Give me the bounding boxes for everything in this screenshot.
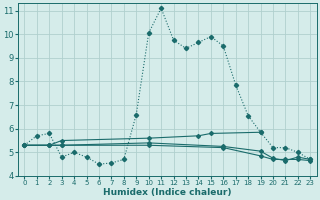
X-axis label: Humidex (Indice chaleur): Humidex (Indice chaleur) [103,188,232,197]
